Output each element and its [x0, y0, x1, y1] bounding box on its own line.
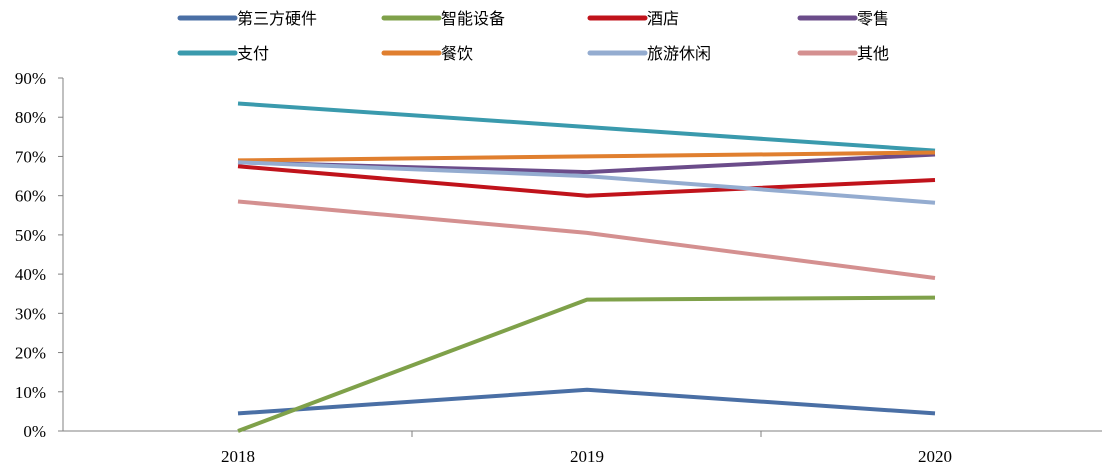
y-tick-label: 60%: [15, 187, 46, 206]
series-line-2: [237, 164, 936, 198]
axes: 0%10%20%30%40%50%60%70%80%90% 2018 2019 20…: [15, 69, 1102, 466]
legend-item: 智能设备: [381, 9, 505, 28]
legend-label: 其他: [857, 44, 889, 63]
series-lines: [237, 101, 936, 433]
y-tick-label: 20%: [15, 344, 46, 363]
series-line-6: [237, 160, 936, 205]
y-tick-label: 70%: [15, 147, 46, 166]
y-tick-label: 30%: [15, 304, 46, 323]
legend-label: 零售: [857, 9, 889, 28]
legend-label: 餐饮: [441, 44, 473, 63]
series-line-0: [237, 387, 936, 416]
legend-item: 酒店: [587, 9, 679, 28]
x-tick-label: 2018: [221, 447, 255, 466]
series-line-1: [237, 295, 936, 433]
x-tick-label: 2020: [918, 447, 952, 466]
legend-label: 智能设备: [441, 9, 505, 28]
series-line-4: [237, 101, 936, 153]
legend-item: 其他: [797, 44, 889, 63]
y-tick-label: 80%: [15, 108, 46, 127]
legend-label: 旅游休闲: [647, 44, 711, 63]
y-tick-label: 0%: [23, 422, 46, 441]
y-tick-label: 90%: [15, 69, 46, 88]
legend-item: 餐饮: [381, 44, 473, 63]
series-line-5: [237, 150, 936, 163]
y-tick-label: 10%: [15, 383, 46, 402]
legend-label: 支付: [237, 44, 269, 63]
x-tick-label: 2019: [570, 447, 604, 466]
legend-item: 第三方硬件: [177, 9, 317, 28]
y-tick-label: 40%: [15, 265, 46, 284]
legend-label: 酒店: [647, 9, 679, 28]
y-tick-label: 50%: [15, 226, 46, 245]
series-line-7: [237, 199, 936, 280]
x-axis-ticks: 2018 2019 2020: [221, 431, 952, 466]
legend-item: 零售: [797, 9, 889, 28]
legend-label: 第三方硬件: [237, 9, 317, 28]
legend-item: 支付: [177, 44, 269, 63]
y-axis-ticks: 0% 10% 20% 30% 40% 50% 60% 70% 80% 90%: [15, 69, 63, 441]
legend-item: 旅游休闲: [587, 44, 711, 63]
